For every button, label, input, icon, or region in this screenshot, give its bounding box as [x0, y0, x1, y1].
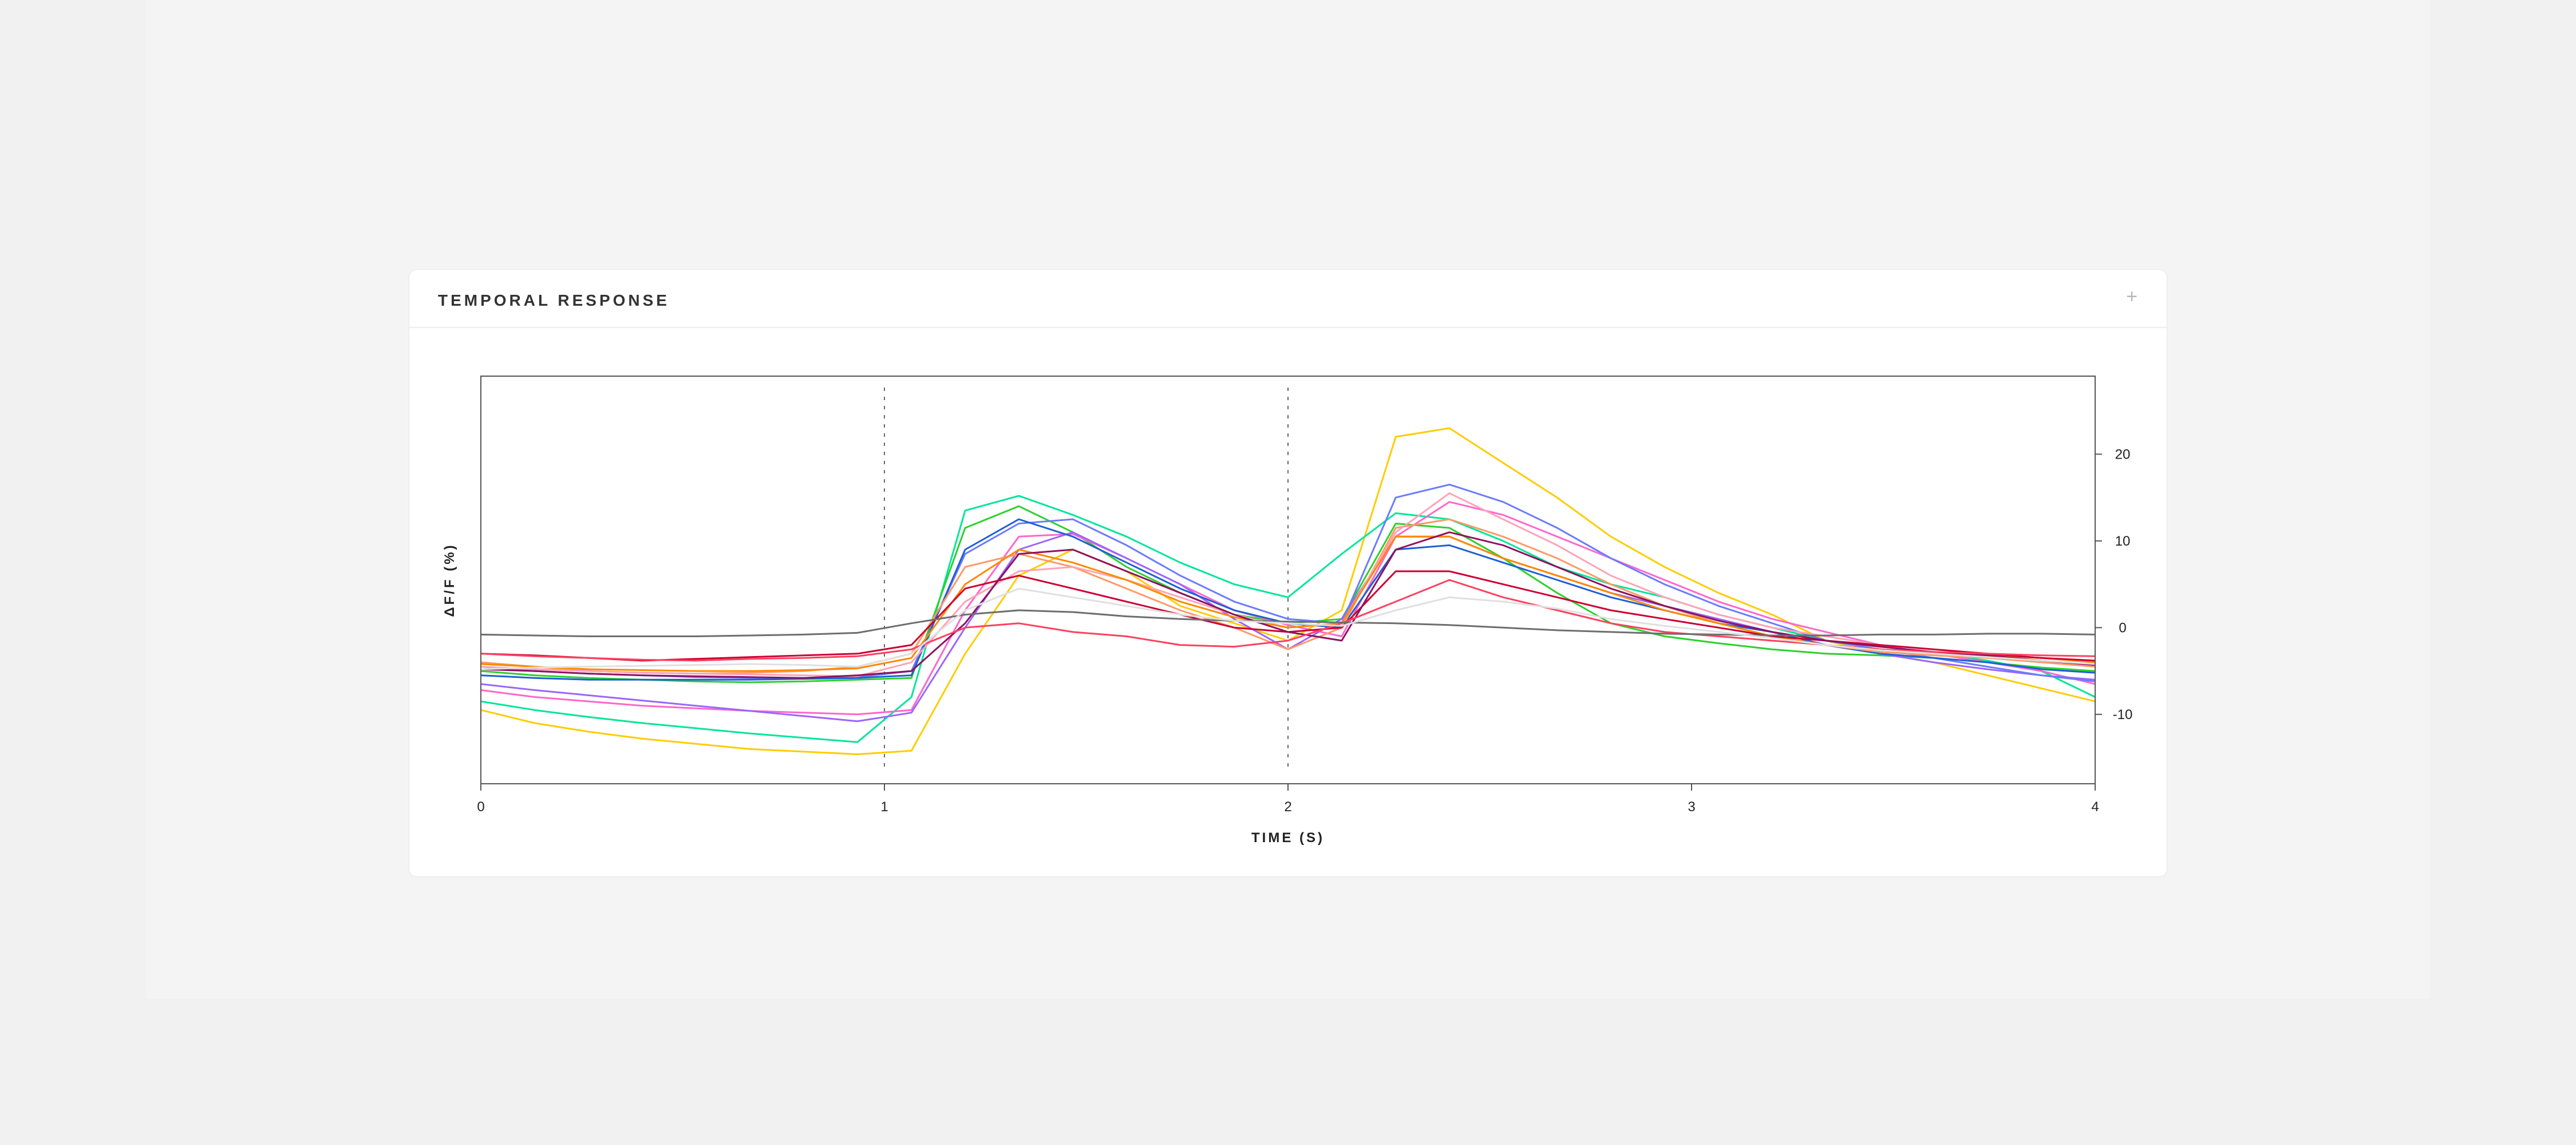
x-tick-label: 2	[1284, 799, 1291, 815]
y-tick-label: 10	[2115, 534, 2131, 549]
series-lines	[480, 427, 2096, 755]
line-chart: 0 1 2 3 4 -10 0 10 20 TIME (S) ΔF/F (%)	[442, 376, 2132, 846]
x-axis-ticks: 0 1 2 3 4	[477, 784, 2099, 815]
y-axis-ticks: -10 0 10 20	[2095, 447, 2132, 722]
series-line-12	[480, 531, 2096, 679]
x-tick-label: 1	[880, 799, 888, 815]
x-tick-label: 4	[2091, 799, 2099, 815]
x-tick-label: 0	[477, 799, 484, 815]
temporal-response-panel: TEMPORAL RESPONSE + 0 1 2 3 4 -10 0 10 20 TIME …	[409, 269, 2167, 877]
x-tick-label: 3	[1688, 799, 1695, 815]
y-tick-label: 0	[2119, 620, 2126, 635]
x-axis-label: TIME (S)	[1251, 830, 1325, 846]
plus-icon[interactable]: +	[2126, 286, 2138, 307]
y-tick-label: 20	[2115, 447, 2131, 462]
panel-title: TEMPORAL RESPONSE	[438, 291, 670, 309]
event-markers	[884, 388, 1289, 772]
series-line-10	[480, 535, 2096, 672]
panel-header: TEMPORAL RESPONSE +	[409, 270, 2167, 328]
y-axis-label: ΔF/F (%)	[442, 543, 457, 617]
series-line-14	[480, 609, 2096, 637]
y-tick-label: -10	[2113, 707, 2133, 722]
series-line-15	[480, 587, 2096, 670]
